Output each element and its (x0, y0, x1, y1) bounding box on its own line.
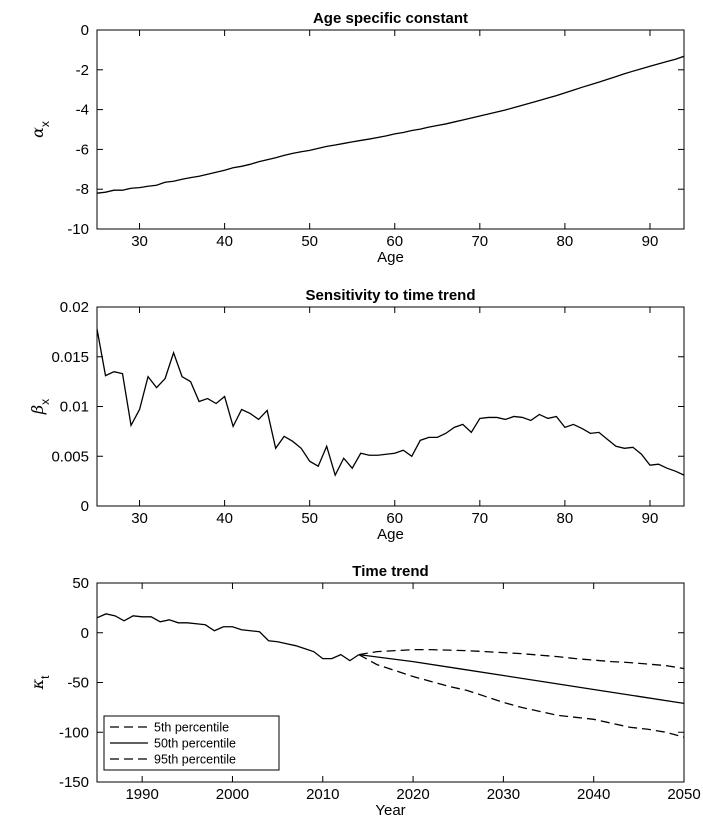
x-axis-label: Age (377, 526, 404, 543)
x-tick-label: 1990 (125, 786, 158, 803)
x-tick-label: 50 (301, 510, 318, 527)
chart-title: Time trend (352, 563, 428, 580)
series-50th-percentile (358, 653, 684, 705)
y-tick-label: 0 (81, 22, 89, 39)
y-tick-label: 0 (81, 625, 89, 642)
y-axis-subscript: x (38, 121, 52, 127)
panel-1: 30 40 50 60 70 80 90 -10 -8 -6 -4 -2 0 Age specific c… (28, 10, 685, 266)
x-axis-label: Year (375, 802, 405, 819)
y-tick-label: -4 (76, 102, 89, 119)
x-tick-label: 90 (642, 510, 659, 527)
y-tick-label: -8 (76, 181, 89, 198)
x-tick-label: 40 (216, 233, 233, 250)
plot-frame (96, 306, 685, 507)
x-tick-label: 70 (471, 233, 488, 250)
chart-title: Sensitivity to time trend (305, 287, 475, 304)
x-tick-label: 70 (471, 510, 488, 527)
series-95th-percentile (358, 654, 684, 738)
y-axis-label: κt (28, 675, 52, 691)
legend: 5th percentile 50th percentile 95th percen… (103, 715, 280, 771)
x-tick-label: 2040 (577, 786, 610, 803)
legend-entry: 50th percentile (154, 737, 236, 751)
plot-frame (96, 29, 685, 230)
legend-entry: 5th percentile (154, 721, 229, 735)
y-axis-label: βx (28, 399, 52, 415)
x-tick-label: 2050 (667, 786, 700, 803)
x-tick-label: 30 (131, 510, 148, 527)
x-tick-label: 50 (301, 233, 318, 250)
panel-3: 1990 2000 2010 2020 2030 2040 2050 -150 -100 -50 0… (28, 563, 701, 819)
y-axis-symbol: κ (28, 678, 47, 690)
y-axis-label: αx (28, 121, 52, 138)
y-tick-label: -2 (76, 62, 89, 79)
x-tick-label: 2030 (487, 786, 520, 803)
legend-entry: 95th percentile (154, 753, 236, 767)
series-5th-percentile (358, 649, 684, 670)
x-tick-label: 2020 (396, 786, 429, 803)
y-tick-label: 0.015 (51, 349, 89, 366)
y-tick-label: 0.005 (51, 448, 89, 465)
x-tick-label: 60 (386, 510, 403, 527)
y-axis-symbol: β (28, 405, 47, 415)
y-tick-label: 50 (72, 575, 89, 592)
y-tick-label: 0.02 (60, 299, 89, 316)
y-axis-subscript: t (38, 675, 52, 679)
historical-line (97, 613, 360, 662)
series-line (97, 328, 684, 477)
y-tick-label: -10 (67, 221, 89, 238)
y-tick-label: -150 (59, 774, 89, 791)
x-tick-label: 60 (386, 233, 403, 250)
y-tick-label: -50 (67, 675, 89, 692)
x-tick-label: 80 (557, 233, 574, 250)
y-tick-label: 0 (81, 498, 89, 515)
x-axis-label: Age (377, 249, 404, 266)
y-axis-symbol: α (28, 127, 47, 138)
series-line (97, 55, 684, 194)
y-tick-label: -6 (76, 141, 89, 158)
y-axis-subscript: x (38, 399, 52, 405)
y-tick-label: 0.01 (60, 399, 89, 416)
x-tick-label: 2010 (306, 786, 339, 803)
x-tick-label: 30 (131, 233, 148, 250)
x-tick-label: 90 (642, 233, 659, 250)
x-tick-label: 2000 (216, 786, 249, 803)
y-tick-label: -100 (59, 724, 89, 741)
x-tick-label: 80 (557, 510, 574, 527)
panel-2: 30 40 50 60 70 80 90 0 0.005 0.01 0.015 0.02 Sensiti… (28, 287, 685, 543)
chart-title: Age specific constant (313, 10, 468, 27)
x-tick-label: 40 (216, 510, 233, 527)
